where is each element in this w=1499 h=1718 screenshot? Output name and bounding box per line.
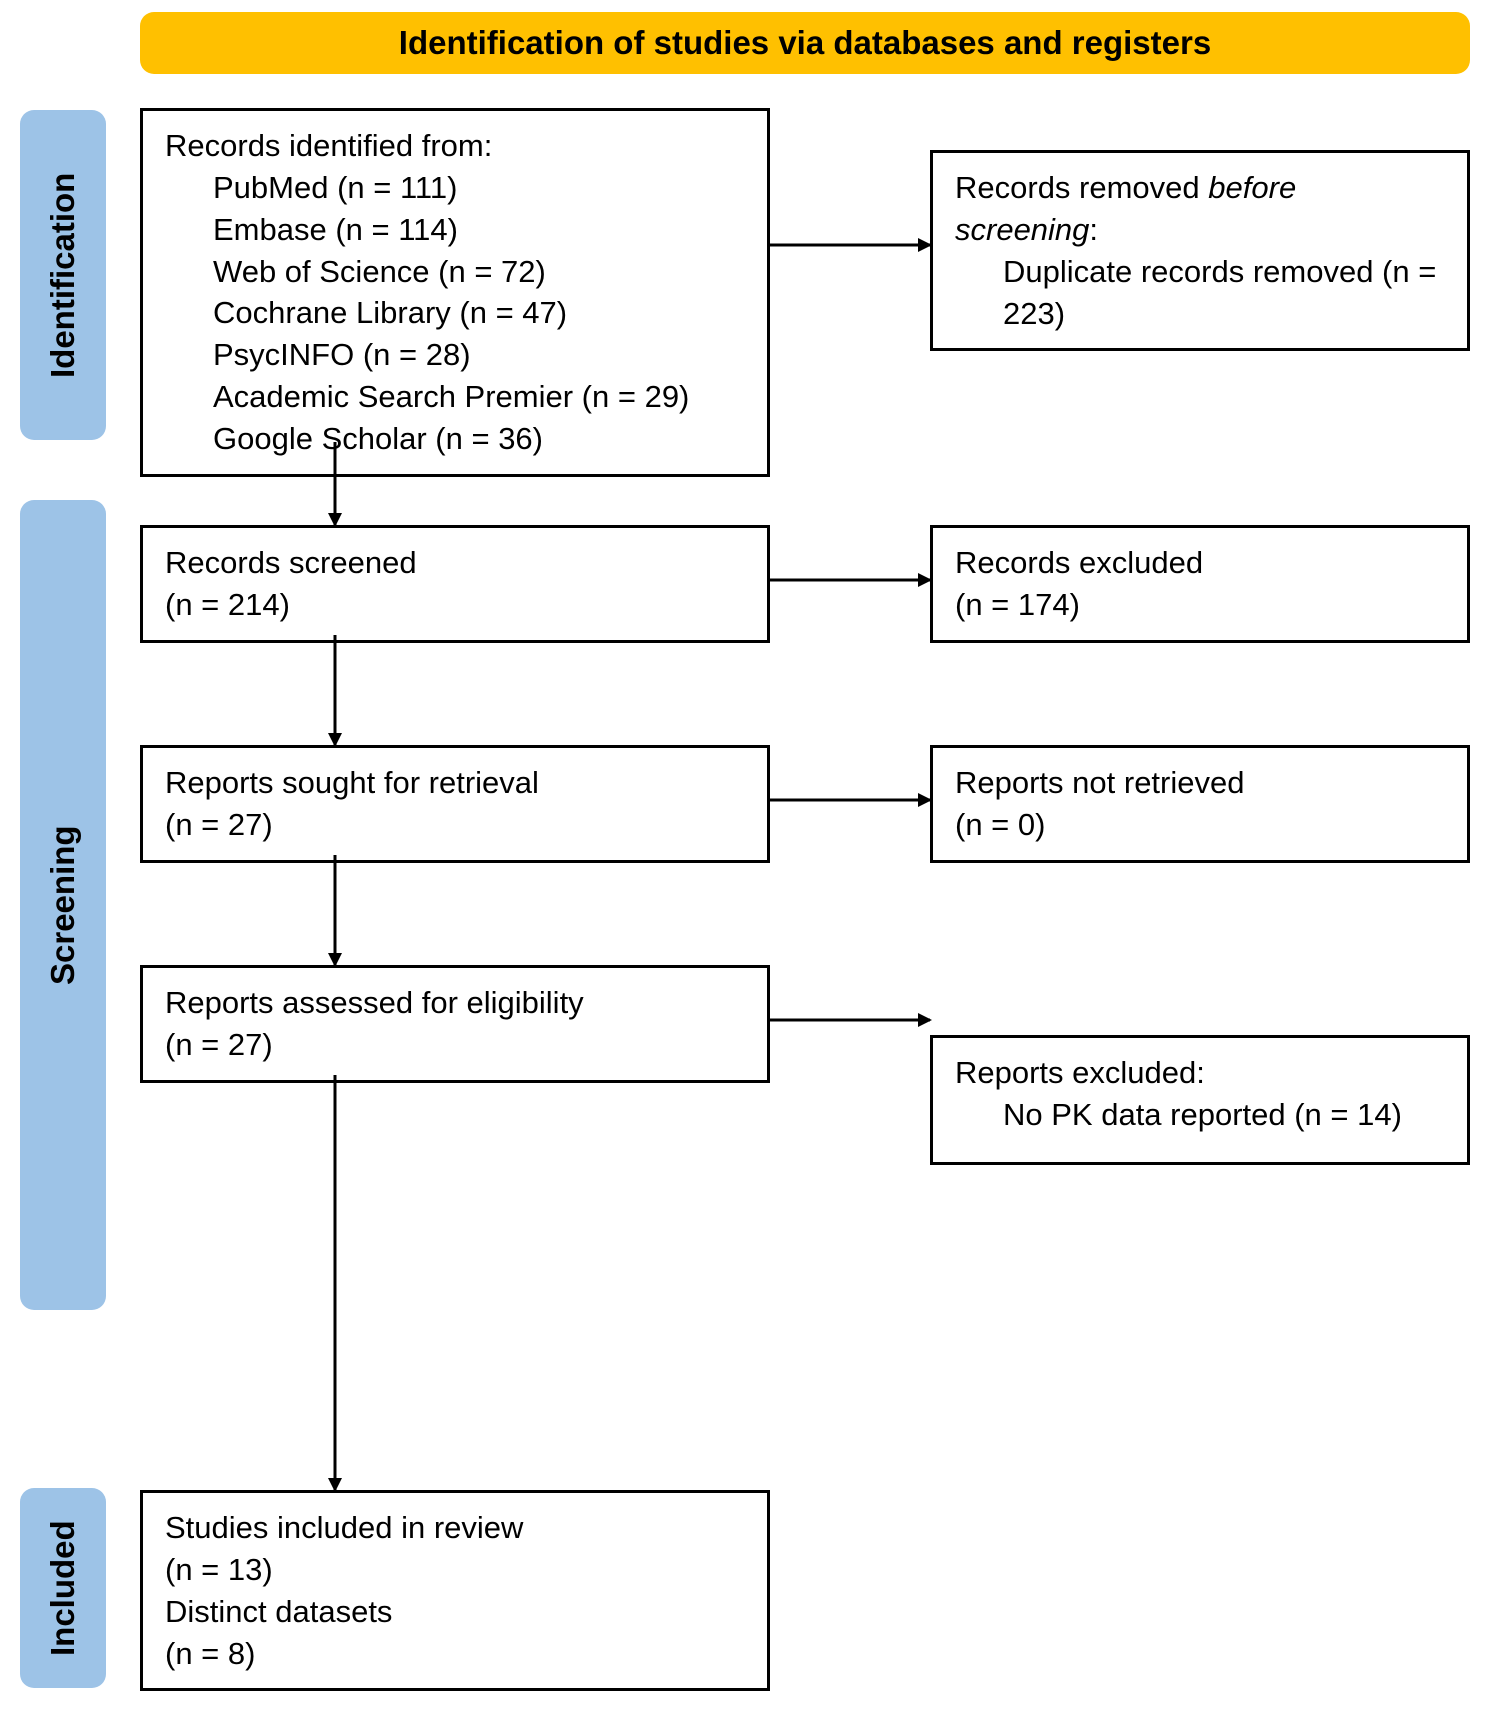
node-reports-excluded-reasons: Reports excluded: No PK data reported (n…: [930, 1035, 1470, 1165]
source-item: Web of Science (n = 72): [165, 251, 745, 293]
node-line: Reports sought for retrieval: [165, 765, 539, 800]
node-line: (n = 0): [955, 807, 1045, 842]
source-item: Cochrane Library (n = 47): [165, 292, 745, 334]
node-line: Records screened: [165, 545, 417, 580]
header-text: Identification of studies via databases …: [399, 24, 1211, 62]
side-label-identification: Identification: [20, 110, 106, 440]
prisma-flowchart: Identification of studies via databases …: [0, 0, 1499, 1718]
node-line: (n = 27): [165, 1027, 273, 1062]
node-line: Studies included in review: [165, 1510, 523, 1545]
source-item: PsycINFO (n = 28): [165, 334, 745, 376]
node-line: Records excluded: [955, 545, 1203, 580]
node-line: (n = 13): [165, 1552, 273, 1587]
side-label-text: Identification: [44, 172, 82, 377]
node-line: Duplicate records removed (n = 223): [955, 251, 1445, 335]
node-reports-not-retrieved: Reports not retrieved (n = 0): [930, 745, 1470, 863]
node-line: Distinct datasets: [165, 1594, 392, 1629]
source-item: Academic Search Premier (n = 29): [165, 376, 745, 418]
side-label-screening: Screening: [20, 500, 106, 1310]
node-lead: Reports excluded:: [955, 1055, 1205, 1090]
node-studies-included: Studies included in review (n = 13) Dist…: [140, 1490, 770, 1691]
node-line: (n = 27): [165, 807, 273, 842]
side-label-included: Included: [20, 1488, 106, 1688]
node-reports-assessed: Reports assessed for eligibility (n = 27…: [140, 965, 770, 1083]
node-records-screened: Records screened (n = 214): [140, 525, 770, 643]
node-line: (n = 8): [165, 1636, 255, 1671]
node-line: Reports not retrieved: [955, 765, 1244, 800]
node-lead-plain: Records removed: [955, 170, 1208, 205]
node-records-excluded: Records excluded (n = 174): [930, 525, 1470, 643]
side-label-text: Screening: [44, 825, 82, 985]
node-lead: Records identified from:: [165, 128, 492, 163]
node-records-removed: Records removed before screening: Duplic…: [930, 150, 1470, 351]
node-line: Reports assessed for eligibility: [165, 985, 584, 1020]
side-label-text: Included: [44, 1520, 82, 1656]
node-records-identified: Records identified from: PubMed (n = 111…: [140, 108, 770, 477]
source-item: Google Scholar (n = 36): [165, 418, 745, 460]
node-line: (n = 214): [165, 587, 290, 622]
source-item: Embase (n = 114): [165, 209, 745, 251]
source-item: PubMed (n = 111): [165, 167, 745, 209]
header-band: Identification of studies via databases …: [140, 12, 1470, 74]
node-lead-tail: :: [1089, 212, 1098, 247]
node-reason: No PK data reported (n = 14): [955, 1094, 1445, 1136]
node-reports-sought: Reports sought for retrieval (n = 27): [140, 745, 770, 863]
node-line: (n = 174): [955, 587, 1080, 622]
